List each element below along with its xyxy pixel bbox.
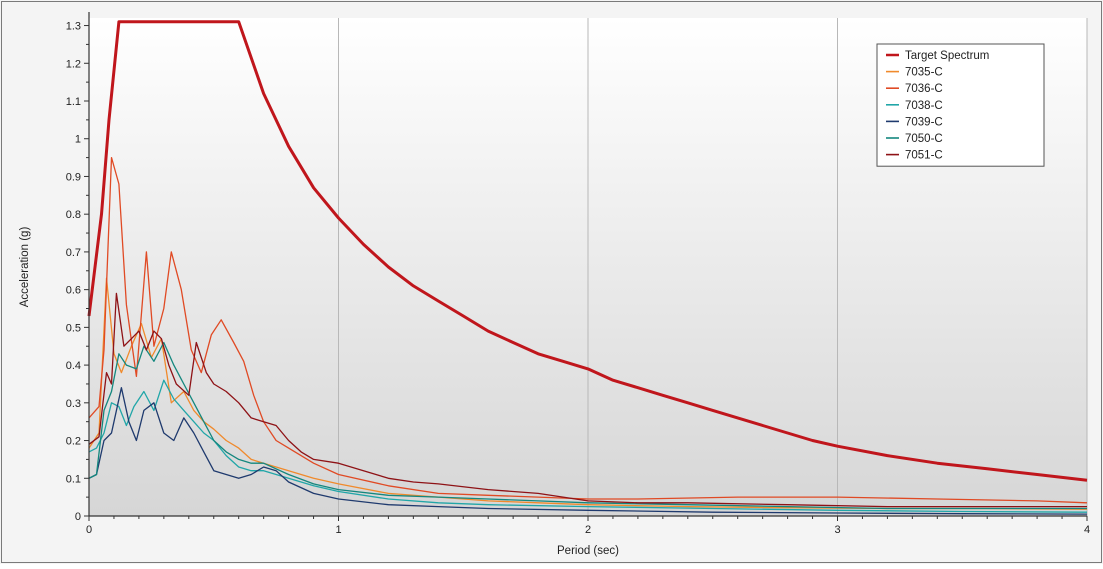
series-lines: [87, 20, 1088, 515]
y-tick-label: 1.3: [66, 21, 81, 33]
legend-box: [876, 43, 1045, 167]
series-line-7050-c: [88, 341, 1087, 510]
series-line-7038-c: [88, 379, 1088, 513]
y-tick-label: 0.4: [66, 360, 81, 372]
legend-label: Target Spectrum: [905, 50, 989, 62]
grid-lines: [338, 18, 1088, 516]
y-tick-label: 1.2: [66, 58, 81, 70]
y-tick-label: 0.8: [66, 209, 81, 221]
series-line-7035-c: [88, 277, 1088, 510]
legend: Target Spectrum 7035-C 7036-C 7038-C 7039-C 7…: [876, 43, 1045, 167]
y-tick-label: 0.7: [66, 247, 81, 259]
series-line-7039-c: [88, 387, 1088, 515]
series-line-target-spectrum: [87, 20, 1088, 482]
series-line-7051-c: [88, 292, 1087, 508]
series-line-7036-c: [88, 156, 1088, 504]
y-tick-label: 0.3: [66, 398, 81, 410]
y-tick-label: 0.9: [66, 171, 81, 183]
x-tick-label: 2: [585, 524, 591, 536]
legend-label: 7051-C: [905, 150, 943, 162]
legend-label: 7036-C: [905, 83, 943, 95]
x-axis-label: Period (sec): [557, 545, 619, 557]
y-tick-label: 0: [75, 511, 81, 523]
y-tick-label: 0.2: [66, 436, 81, 448]
axes: 0 0.1 0.2 0.3 0.4 0.5 0.6 0.7 0.8 0.9 1 1.1 1.2 1.3 0 1…: [66, 12, 1090, 536]
legend-label: 7039-C: [905, 116, 943, 128]
y-tick-label: 0.6: [66, 285, 81, 297]
y-axis-label: Acceleration (g): [19, 227, 31, 308]
y-tick-label: 1: [75, 134, 81, 146]
x-tick-label: 1: [335, 524, 341, 536]
y-tick-label: 1.1: [66, 96, 81, 108]
legend-label: 7050-C: [905, 133, 943, 145]
x-tick-label: 4: [1084, 524, 1090, 536]
y-tick-label: 0.1: [66, 473, 81, 485]
y-tick-label: 0.5: [66, 322, 81, 334]
x-tick-label: 0: [86, 524, 92, 536]
legend-label: 7038-C: [905, 100, 943, 112]
x-tick-label: 3: [834, 524, 840, 536]
legend-label: 7035-C: [905, 67, 943, 79]
